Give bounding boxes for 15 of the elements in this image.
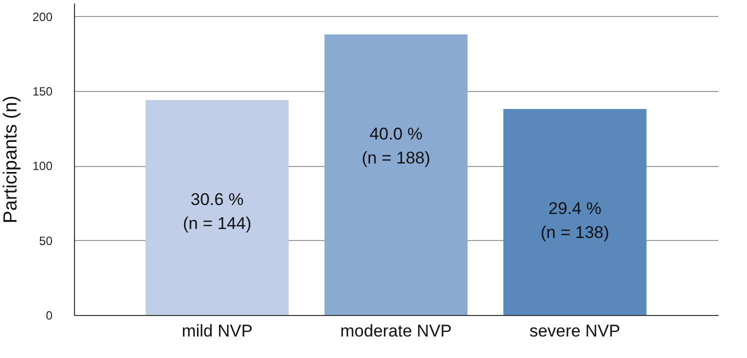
bar <box>146 100 289 315</box>
y-tick-label: 100 <box>32 159 53 174</box>
y-tick-label: 200 <box>32 10 53 24</box>
y-tick-label: 0 <box>46 308 53 322</box>
x-tick-label: severe NVP <box>530 322 620 340</box>
y-axis-title: Participants (n) <box>0 96 22 224</box>
x-tick-label: moderate NVP <box>340 322 452 340</box>
bar <box>503 108 646 315</box>
data-label: 29.4 % (n = 138) <box>540 198 610 242</box>
data-label: 40.0 % (n = 188) <box>362 124 430 168</box>
y-tick-label: 150 <box>32 84 53 99</box>
data-label: 30.6 % (n = 144) <box>182 190 252 234</box>
y-tick-label: 50 <box>39 234 53 248</box>
x-tick-label: mild NVP <box>182 322 253 340</box>
bar <box>324 34 468 315</box>
